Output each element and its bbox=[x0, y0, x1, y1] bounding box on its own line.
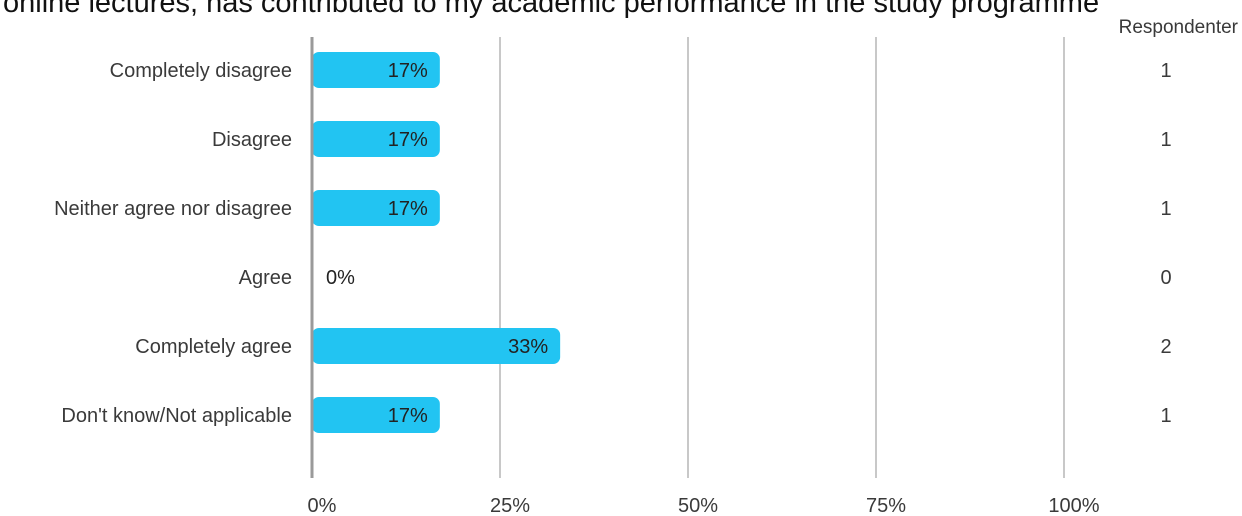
respondent-counts: 1 1 1 0 2 1 bbox=[1160, 60, 1171, 427]
bar-value-label: 17% bbox=[388, 198, 428, 220]
bar bbox=[312, 121, 440, 157]
bar bbox=[312, 52, 440, 88]
respondent-count: 1 bbox=[1160, 405, 1171, 427]
x-tick-label: 100% bbox=[1048, 495, 1099, 516]
bar-value-label: 17% bbox=[388, 405, 428, 427]
bar-value-label: 17% bbox=[388, 60, 428, 82]
category-label: Completely disagree bbox=[110, 60, 292, 82]
bar bbox=[312, 328, 561, 364]
value-labels: 17% 17% 17% 0% 33% 17% bbox=[326, 60, 548, 427]
category-label: Don't know/Not applicable bbox=[61, 405, 292, 427]
x-tick-label: 75% bbox=[866, 495, 906, 516]
x-axis-ticks: 0% 25% 50% 75% 100% bbox=[308, 495, 1100, 516]
x-tick-label: 0% bbox=[308, 495, 337, 516]
respondent-count: 2 bbox=[1160, 336, 1171, 358]
x-tick-label: 50% bbox=[678, 495, 718, 516]
category-label: Neither agree nor disagree bbox=[54, 198, 292, 220]
bar bbox=[312, 397, 440, 433]
bar-value-label: 0% bbox=[326, 267, 355, 289]
bar-value-label: 33% bbox=[508, 336, 548, 358]
respondent-count: 0 bbox=[1160, 267, 1171, 289]
respondent-count: 1 bbox=[1160, 129, 1171, 151]
bar-value-label: 17% bbox=[388, 129, 428, 151]
bar bbox=[312, 190, 440, 226]
respondent-count: 1 bbox=[1160, 60, 1171, 82]
category-label: Disagree bbox=[212, 129, 292, 151]
category-label: Agree bbox=[239, 267, 292, 289]
respondents-header: Respondenter bbox=[1119, 17, 1239, 38]
chart-title: online lectures, has contributed to my a… bbox=[3, 0, 1099, 19]
category-label: Completely agree bbox=[135, 336, 292, 358]
category-labels: Completely disagree Disagree Neither agree… bbox=[54, 60, 292, 427]
respondent-count: 1 bbox=[1160, 198, 1171, 220]
gridlines bbox=[499, 37, 1065, 478]
x-tick-label: 25% bbox=[490, 495, 530, 516]
bars bbox=[312, 52, 561, 433]
